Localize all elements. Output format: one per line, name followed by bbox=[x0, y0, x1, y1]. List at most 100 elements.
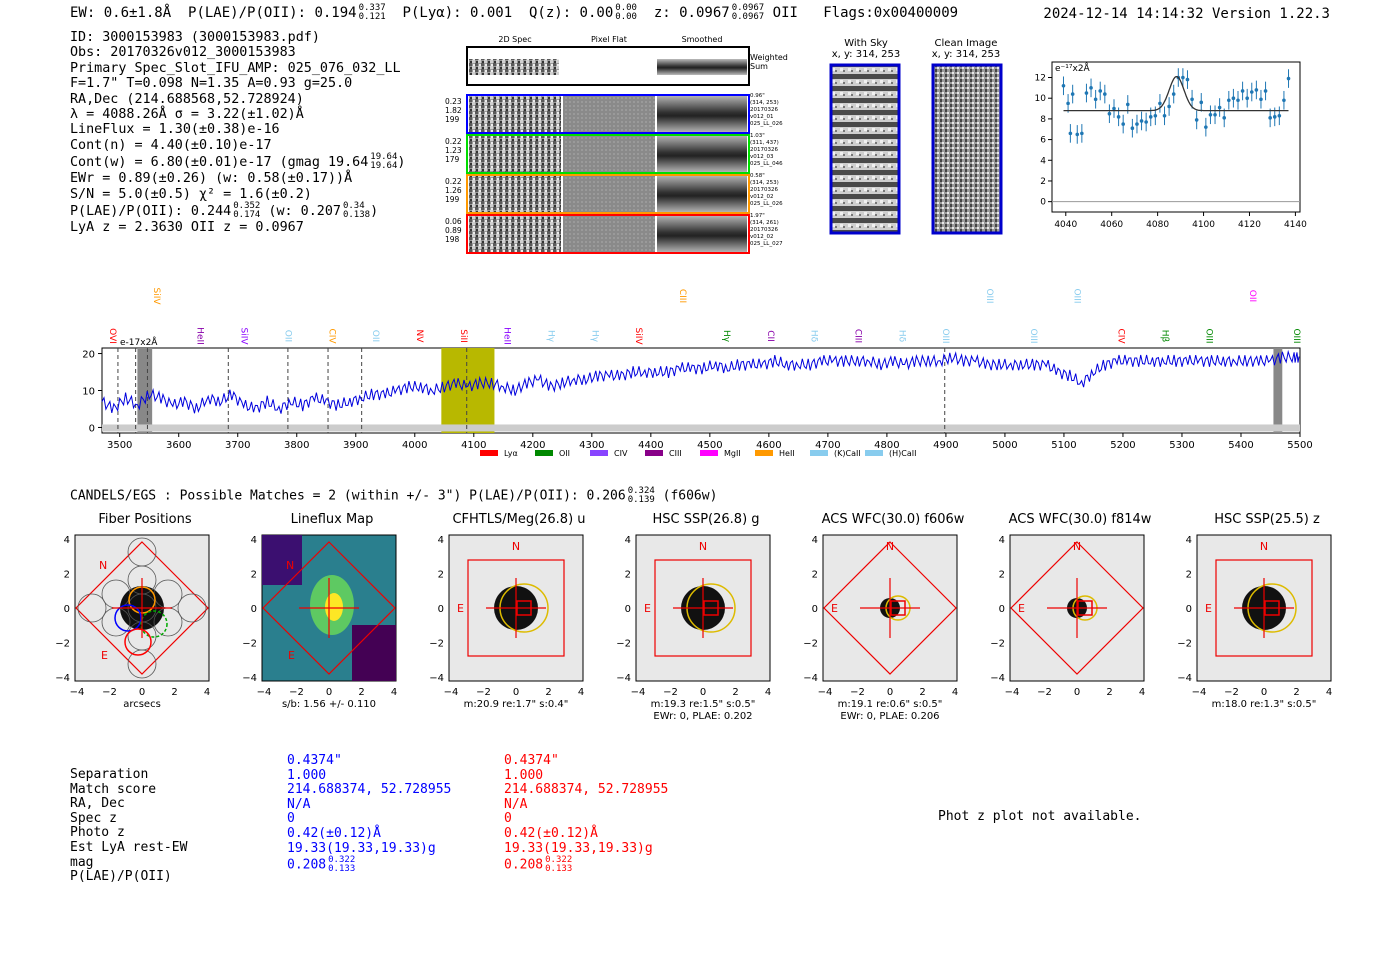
spectrum-line-id: OII bbox=[1247, 290, 1257, 302]
cutout-ytick-label: 0 bbox=[64, 604, 70, 615]
cutout-image-svg: N E −4 −2 0 2 4 4 2 0 −2 −4 bbox=[990, 534, 1145, 698]
spectrum-xtick-label: 3800 bbox=[284, 440, 309, 451]
fit-data-point bbox=[1107, 111, 1112, 116]
spectrum-xtick-label: 5200 bbox=[1110, 440, 1135, 451]
spectrum-line-id: OIII bbox=[984, 288, 994, 303]
fit-data-point bbox=[1075, 132, 1080, 137]
row1-r1: (314, 253) bbox=[750, 100, 779, 106]
red-radec: 214.688374, 52.728955 bbox=[504, 782, 669, 798]
cutout-title: HSC SSP(26.8) g bbox=[652, 512, 760, 527]
fit-data-point bbox=[1061, 83, 1066, 88]
fit-ytick-label: 10 bbox=[1035, 94, 1047, 104]
cutout-ytick-label: 4 bbox=[812, 535, 818, 546]
cutout-panel: Lineflux Map N E −4 −2 0 2 4 4 2 0 −2 −4 s/b: 1.56 +/… bbox=[232, 510, 417, 735]
cutout-title: Lineflux Map bbox=[290, 512, 374, 527]
spectrum-legend-swatch bbox=[810, 450, 828, 456]
row2-r3: v012_03 bbox=[750, 154, 774, 160]
spectrum-noise-band bbox=[102, 424, 1300, 432]
spectrum-xtick-label: 5400 bbox=[1228, 440, 1253, 451]
fit-data-point bbox=[1282, 98, 1286, 103]
col-title-smoothed: Smoothed bbox=[681, 35, 723, 44]
row4-r0: 1.97" bbox=[750, 213, 765, 219]
fit-data-point bbox=[1222, 116, 1227, 120]
spectrum-xtick-label: 5100 bbox=[1051, 440, 1076, 451]
spectrum-line-id: HeII bbox=[502, 327, 512, 345]
red-spec-z: N/A bbox=[504, 796, 528, 812]
fit-data-point bbox=[1185, 77, 1190, 82]
compass-north: N bbox=[286, 559, 294, 572]
spectrum-line-id: CII bbox=[765, 330, 775, 342]
fiber-row-1 bbox=[466, 94, 750, 134]
weighted-sum-label: Weighted Sum bbox=[750, 53, 788, 71]
cutout-xtick-label: 0 bbox=[139, 687, 145, 698]
cutout-title: CFHTLS/Meg(26.8) u bbox=[452, 512, 586, 527]
fit-data-point bbox=[1272, 115, 1277, 119]
spectrum-line-id: HeII bbox=[195, 327, 205, 345]
spectrum-legend-label: CIV bbox=[614, 449, 628, 458]
row2-r4: 025_LL_046 bbox=[750, 161, 783, 167]
spectrum-flux-line bbox=[101, 349, 1300, 414]
row3-l2: 199 bbox=[445, 195, 460, 204]
plae-hi: 0.337 bbox=[358, 3, 386, 13]
cutout-xtick-label: −2 bbox=[1037, 687, 1052, 698]
compass-east: E bbox=[288, 649, 295, 662]
plae-hi2: 0.352 bbox=[233, 201, 261, 212]
fit-data-point bbox=[1171, 92, 1176, 96]
cutout-ytick-label: 0 bbox=[999, 604, 1005, 615]
spectrum-line-id: NV bbox=[414, 330, 424, 344]
row4-l0: 0.06 bbox=[445, 217, 462, 226]
spectrum-ytick-label: 0 bbox=[89, 423, 95, 434]
fit-data-point bbox=[1167, 104, 1171, 109]
row2-l1: 1.23 bbox=[445, 146, 462, 155]
row4-l2: 198 bbox=[445, 235, 460, 244]
row1-r2: 20170326 bbox=[750, 107, 778, 113]
fit-xtick-label: 4080 bbox=[1146, 220, 1169, 230]
footprint-square bbox=[654, 559, 752, 657]
spectrum-frame bbox=[101, 347, 1301, 434]
spectrum-line-id: OII bbox=[370, 330, 380, 342]
cutout-title: Fiber Positions bbox=[98, 512, 192, 527]
clean-image bbox=[931, 63, 1003, 235]
spectrum-line-id: SiII bbox=[458, 329, 468, 343]
spectrum-line-id: Hδ bbox=[809, 330, 819, 343]
cutout-ytick-label: 4 bbox=[438, 535, 444, 546]
row1-right-labels: 0.96" (314, 253) 20170326 v012_01 025_LL_026 bbox=[750, 93, 792, 128]
spectrum-xtick-label: 4400 bbox=[638, 440, 663, 451]
gmag-range: 19.64 19.64 bbox=[370, 153, 397, 171]
candels-hi: 0.324 bbox=[627, 486, 655, 496]
cutout-title: ACS WFC(30.0) f814w bbox=[1008, 512, 1152, 527]
fit-data-point bbox=[1181, 75, 1185, 80]
fit-data-point bbox=[1130, 126, 1135, 131]
with-sky-label: With Sky bbox=[844, 38, 888, 49]
cutout-ytick-label: 2 bbox=[999, 570, 1005, 581]
cutout-caption: s/b: 1.56 +/- 0.110 bbox=[282, 699, 376, 710]
row4-right-labels: 1.97" (314, 261) 20170326 v012_02 025_LL_027 bbox=[750, 213, 792, 248]
fit-xtick-label: 4060 bbox=[1100, 220, 1123, 230]
fit-data-point bbox=[1240, 89, 1245, 93]
cutout-xtick-label: 0 bbox=[887, 687, 893, 698]
spectrum-xtick-label: 4100 bbox=[461, 440, 486, 451]
spectrum-line-id: SiIV bbox=[151, 287, 161, 305]
row4-r2: 20170326 bbox=[750, 227, 778, 233]
row3-r2: 20170326 bbox=[750, 187, 778, 193]
fit-ytick-label: 12 bbox=[1035, 74, 1046, 84]
header-z: z: 0.0967 bbox=[653, 5, 730, 21]
fit-data-point bbox=[1144, 120, 1148, 124]
match-blue-column: 0.4374" 1.000 214.688374, 52.728955 N/A … bbox=[287, 753, 451, 874]
fit-data-point bbox=[1199, 100, 1204, 105]
spectra-thumbnails: 2D Spec Pixel Flat Smoothed bbox=[445, 33, 790, 255]
blue-plae: 0.208 0.322 0.133 bbox=[287, 856, 451, 874]
qz-lo: 0.00 bbox=[615, 12, 637, 22]
cutout-ytick-label: −4 bbox=[990, 673, 1005, 684]
fit-data-point bbox=[1249, 90, 1254, 94]
col-title-2d-spec: 2D Spec bbox=[498, 35, 532, 44]
cutout-xtick-label: 2 bbox=[358, 687, 364, 698]
label-spec-z: Spec z bbox=[70, 810, 117, 826]
cutout-ytick-label: 0 bbox=[1186, 604, 1192, 615]
spectrum-line-id: Hδ bbox=[896, 330, 906, 343]
row3-r4: 025_LL_026 bbox=[750, 201, 783, 207]
spectrum-line-id: OII bbox=[282, 330, 292, 342]
fiber-circle bbox=[77, 593, 107, 623]
cutout-image-svg: N E −4 −2 0 2 4 4 2 0 −2 −4 s/b: 1.56 +/- 0.110 bbox=[242, 534, 397, 710]
label-plae: P(LAE)/P(OII) bbox=[70, 869, 172, 885]
